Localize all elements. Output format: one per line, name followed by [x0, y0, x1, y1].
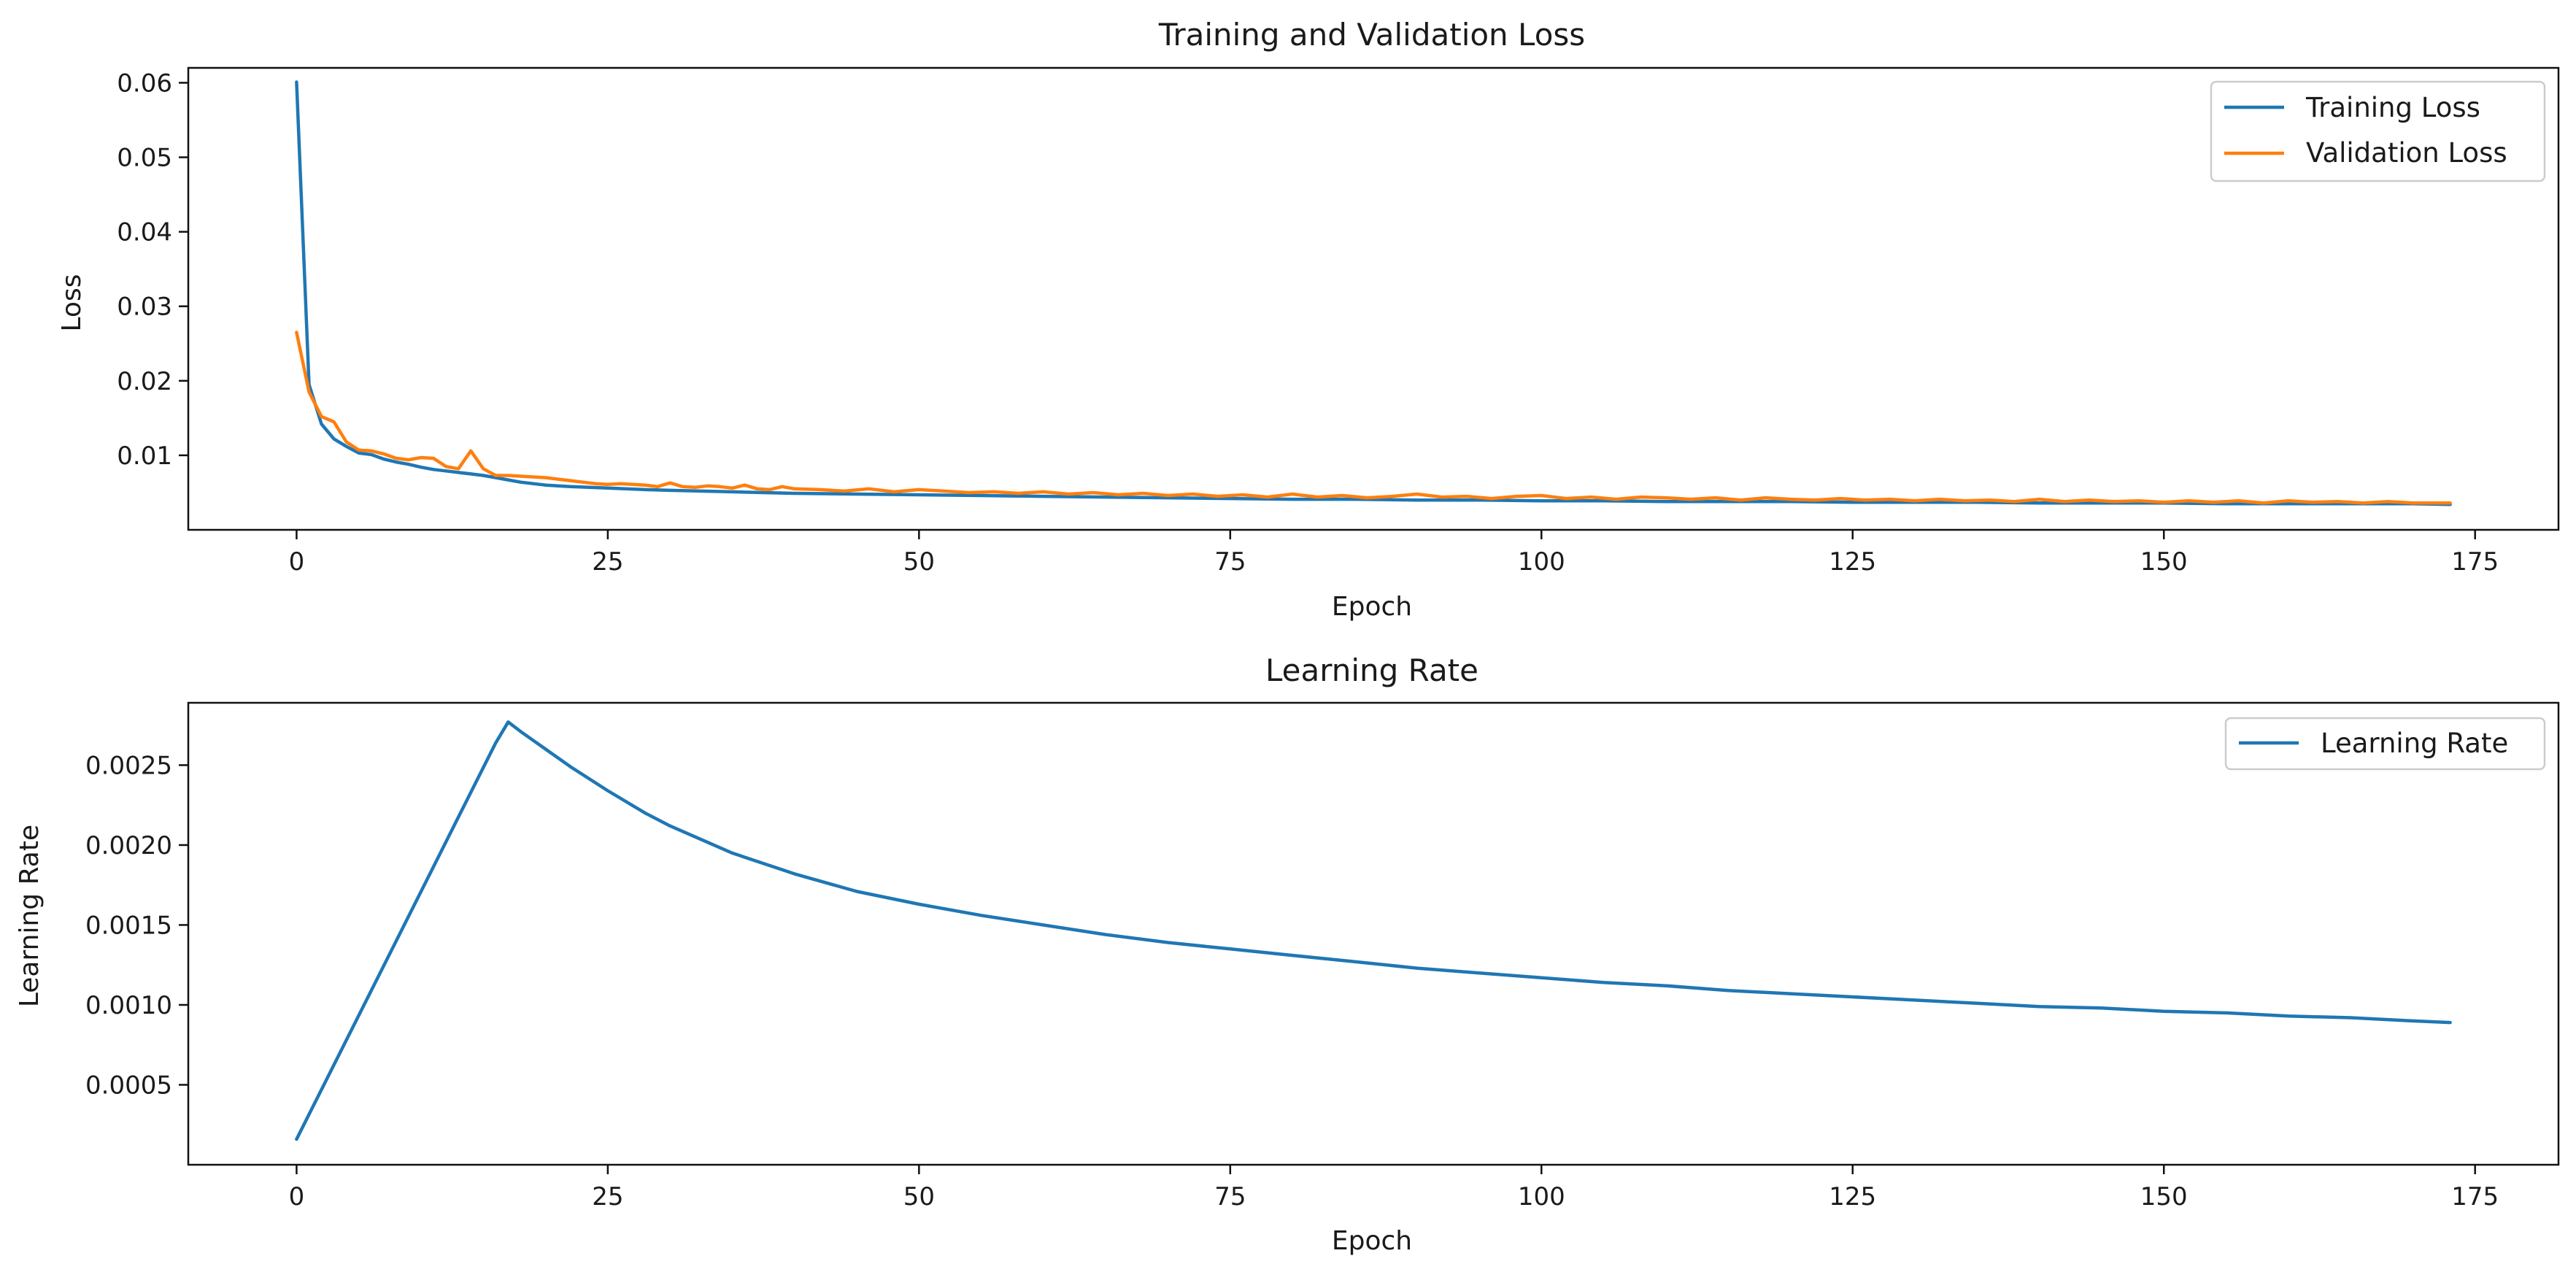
loss-x-tick-label: 100 — [1518, 547, 1565, 577]
loss-x-tick-label: 25 — [592, 547, 623, 577]
loss-x-tick-label: 75 — [1214, 547, 1246, 577]
loss-y-tick-label: 0.03 — [117, 293, 172, 322]
loss-y-tick-label: 0.05 — [117, 144, 172, 173]
loss-y-axis-label: Loss — [57, 274, 87, 332]
lr-x-tick-label: 150 — [2140, 1182, 2188, 1211]
loss-legend: Training Loss Validation Loss — [2210, 80, 2546, 182]
lr-x-tick-label: 100 — [1518, 1182, 1565, 1211]
loss-y-tick-label: 0.06 — [117, 69, 172, 98]
lr-x-tick-label: 25 — [592, 1182, 623, 1211]
lr-y-tick-label: 0.0020 — [85, 831, 172, 860]
loss-x-tick-label: 0 — [289, 547, 305, 577]
lr-series-group — [295, 720, 2452, 1141]
legend-label-validation-loss: Validation Loss — [2306, 137, 2507, 169]
loss-x-tick-label: 125 — [1829, 547, 1876, 577]
lr-x-tick-label: 75 — [1214, 1182, 1246, 1211]
loss-chart-title: Training and Validation Loss — [1158, 17, 1585, 53]
loss-x-tick-label: 175 — [2451, 547, 2499, 577]
lr-y-tick-label: 0.0005 — [85, 1071, 172, 1100]
lr-legend: Learning Rate — [2224, 717, 2546, 771]
lr-y-tick-label: 0.0015 — [85, 911, 172, 940]
loss-x-tick-label: 150 — [2140, 547, 2188, 577]
loss-y-tick-label: 0.04 — [117, 218, 172, 247]
loss-y-tick-label: 0.01 — [117, 442, 172, 471]
series-line-learning-rate — [295, 720, 2452, 1141]
lr-x-ticks: 0 25 50 75 100 125 150 175 — [289, 1165, 2499, 1211]
loss-x-tick-label: 50 — [903, 547, 935, 577]
lr-panel: Learning Rate Learning Rate Epoch 0 25 50 7… — [15, 652, 2560, 1256]
lr-chart-title: Learning Rate — [1265, 652, 1478, 688]
loss-y-tick-label: 0.02 — [117, 367, 172, 396]
loss-legend-box — [2210, 80, 2546, 182]
lr-y-axis-label: Learning Rate — [15, 825, 45, 1007]
lr-y-tick-label: 0.0010 — [85, 991, 172, 1020]
loss-plot-frame — [187, 66, 2560, 531]
lr-plot-frame — [187, 701, 2560, 1166]
lr-legend-box — [2224, 717, 2546, 771]
legend-label-training-loss: Training Loss — [2305, 92, 2480, 123]
legend-label-learning-rate: Learning Rate — [2321, 728, 2508, 759]
loss-series-group — [295, 80, 2452, 506]
series-line-training-loss — [295, 80, 2452, 506]
lr-x-tick-label: 50 — [903, 1182, 935, 1211]
loss-panel: Training and Validation Loss Loss Epoch … — [57, 17, 2560, 622]
loss-y-ticks: 0.01 0.02 0.03 0.04 0.05 0.06 — [117, 69, 188, 471]
lr-x-tick-label: 0 — [289, 1182, 305, 1211]
lr-x-tick-label: 175 — [2451, 1182, 2499, 1211]
series-line-validation-loss — [295, 331, 2452, 505]
lr-x-tick-label: 125 — [1829, 1182, 1876, 1211]
lr-x-axis-label: Epoch — [1332, 1226, 1412, 1256]
lr-y-tick-label: 0.0025 — [85, 751, 172, 780]
lr-y-ticks: 0.0005 0.0010 0.0015 0.0020 0.0025 — [85, 751, 188, 1100]
loss-x-ticks: 0 25 50 75 100 125 150 175 — [289, 530, 2499, 577]
loss-x-axis-label: Epoch — [1332, 592, 1412, 622]
